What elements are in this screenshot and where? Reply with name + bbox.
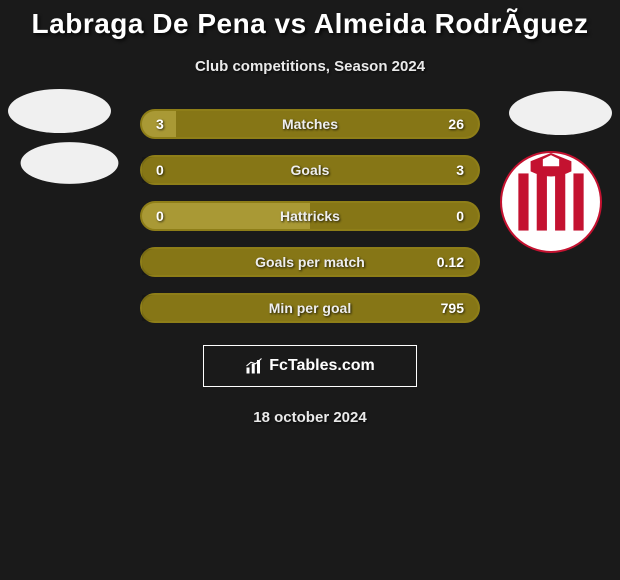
bar-label: Hattricks <box>142 208 478 224</box>
club-crest-right <box>500 151 602 253</box>
stat-bars: 3Matches260Goals30Hattricks0Goals per ma… <box>140 109 480 323</box>
stat-bar: 3Matches26 <box>140 109 480 139</box>
stat-bar: 0Goals3 <box>140 155 480 185</box>
player-left-avatar-2 <box>21 142 119 184</box>
player-left-avatar-1 <box>8 89 111 133</box>
page-title: Labraga De Pena vs Almeida RodrÃ­guez <box>0 8 620 40</box>
stat-bar: Min per goal795 <box>140 293 480 323</box>
date-text: 18 october 2024 <box>0 409 620 426</box>
player-right-avatar-1 <box>509 91 612 135</box>
subtitle: Club competitions, Season 2024 <box>0 58 620 75</box>
bar-label: Goals <box>142 162 478 178</box>
bar-value-right: 3 <box>456 162 464 178</box>
bar-value-right: 26 <box>448 116 464 132</box>
comparison-infographic: Labraga De Pena vs Almeida RodrÃ­guez Cl… <box>0 0 620 426</box>
comparison-area: 3Matches260Goals30Hattricks0Goals per ma… <box>0 109 620 323</box>
bar-value-right: 795 <box>441 300 464 316</box>
bar-chart-icon <box>245 357 263 375</box>
brand-box: FcTables.com <box>203 345 417 387</box>
bar-label: Goals per match <box>142 254 478 270</box>
stat-bar: 0Hattricks0 <box>140 201 480 231</box>
brand-text: FcTables.com <box>269 357 375 375</box>
bar-value-right: 0 <box>456 208 464 224</box>
bar-value-right: 0.12 <box>437 254 464 270</box>
stat-bar: Goals per match0.12 <box>140 247 480 277</box>
bar-label: Min per goal <box>142 300 478 316</box>
bar-label: Matches <box>142 116 478 132</box>
